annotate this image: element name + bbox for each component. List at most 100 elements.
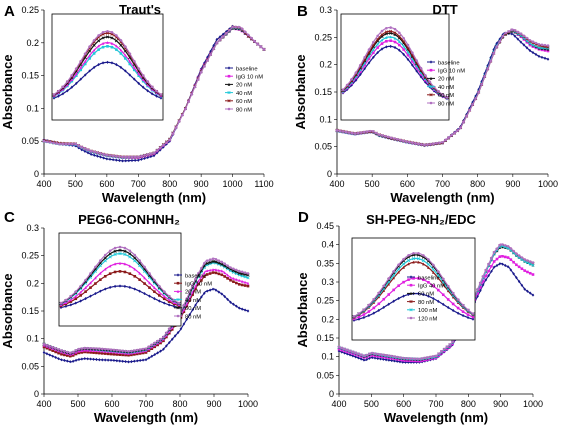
data-point [399,138,402,142]
data-point [130,359,133,364]
inset-point [70,85,74,89]
data-point [411,141,414,144]
inset-point [79,66,83,69]
inset-point [74,81,78,85]
data-point [109,358,113,362]
inset-point [74,290,78,293]
data-point [168,331,171,335]
data-point [221,32,225,36]
data-point [188,312,192,317]
data-point [71,350,75,354]
inset-point [92,43,96,47]
data-point [379,355,382,358]
inset-point [436,288,440,292]
data-point [520,256,524,259]
data-point [543,56,547,60]
data-point [51,349,55,352]
data-point [226,273,229,277]
data-point [162,339,165,343]
x-tick-label: 800 [470,179,485,189]
data-point [174,126,178,129]
data-point [412,359,416,363]
data-point [54,348,57,352]
y-tick-label: 0.25 [21,5,39,15]
data-point [48,348,52,351]
data-point [440,350,443,353]
data-point [523,258,526,261]
data-point [133,155,137,159]
data-point [344,130,348,134]
data-point [202,275,206,278]
inset-point [162,297,166,301]
data-point [135,359,139,363]
inset-plot [351,237,476,341]
inset-point [422,278,425,282]
inset-point [89,272,92,275]
inset-point [110,45,114,49]
data-point [240,27,244,30]
inset-point [106,29,109,33]
inset-point [367,57,371,61]
data-point [138,352,142,355]
data-point [83,149,87,153]
inset-point [108,264,112,268]
y-tick-label: 0.15 [316,333,334,343]
data-point [501,254,504,258]
data-point [153,345,157,349]
legend-marker [429,101,433,105]
inset-point [431,267,435,271]
inset-point [162,294,166,298]
data-point [520,267,524,271]
data-point [98,351,101,355]
legend-marker [409,316,413,320]
data-point [57,348,60,351]
data-point [109,350,113,354]
data-point [540,55,544,59]
legend-marker [429,76,433,80]
data-point [124,159,128,163]
inset-point [367,313,371,318]
data-point [365,130,369,133]
data-point [382,355,385,359]
inset-point [359,63,362,67]
data-point [423,356,427,360]
data-point [89,152,93,156]
inset-point [436,276,440,280]
data-point [418,357,421,361]
inset-point [158,290,161,294]
inset-point [446,298,450,301]
data-point [492,265,496,269]
data-point [537,43,541,46]
data-point [546,47,550,51]
inset-point [363,56,366,59]
data-point [214,258,218,261]
data-point [256,42,260,46]
data-point [57,357,60,361]
data-point [171,132,175,136]
data-point [51,354,55,358]
data-point [484,278,488,282]
data-point [229,300,232,304]
data-point [66,350,69,354]
inset-point [397,263,400,266]
data-point [540,47,544,50]
data-point [130,351,133,355]
data-point [484,268,488,272]
y-tick-label: 0.45 [316,221,334,231]
inset-point [446,305,450,310]
data-point [477,87,480,91]
inset-point [367,310,371,313]
legend-marker [429,60,433,64]
data-point [546,44,550,47]
data-point [206,59,209,62]
data-point [42,139,46,143]
data-point [337,349,341,353]
inset-plot [51,13,164,121]
x-tick-label: 900 [194,179,209,189]
inset-point [397,270,400,274]
inset-point [138,271,141,275]
data-point [130,155,134,159]
inset-point [133,267,137,271]
data-point [479,289,482,293]
data-point [45,140,49,144]
